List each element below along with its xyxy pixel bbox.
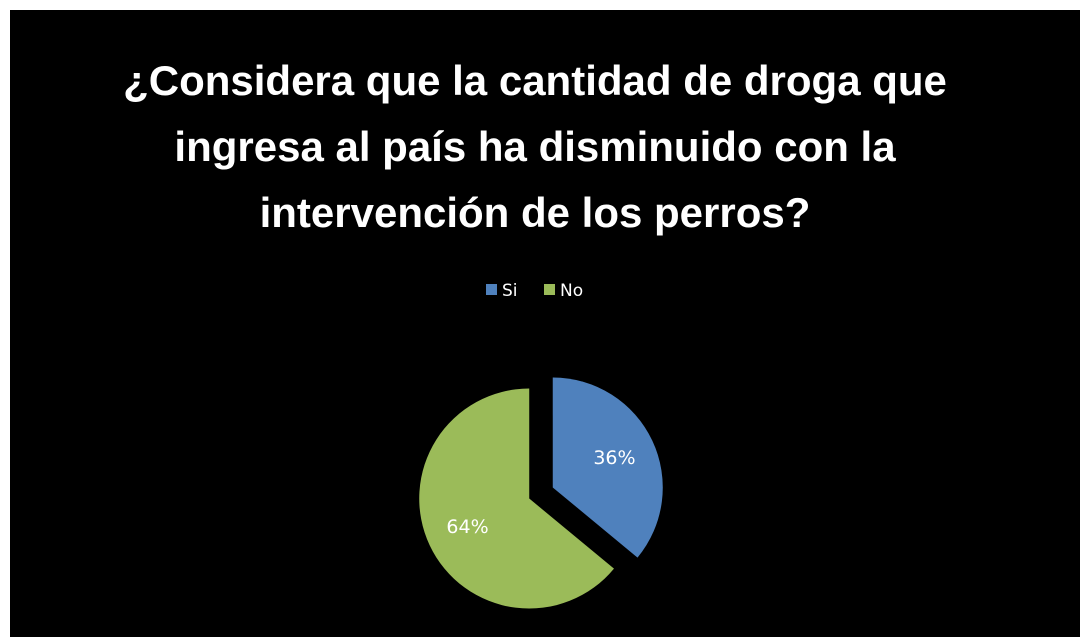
chart-title: ¿Considera que la cantidad de droga que …: [123, 57, 947, 236]
pie-slice: [552, 377, 663, 558]
legend-swatch: [486, 284, 497, 295]
data-label: 36%: [593, 447, 635, 469]
data-label: 64%: [446, 516, 488, 538]
legend-swatch: [544, 284, 555, 295]
pie-slice: [419, 388, 614, 609]
legend-label: Si: [502, 281, 518, 301]
legend-label: No: [560, 281, 583, 301]
